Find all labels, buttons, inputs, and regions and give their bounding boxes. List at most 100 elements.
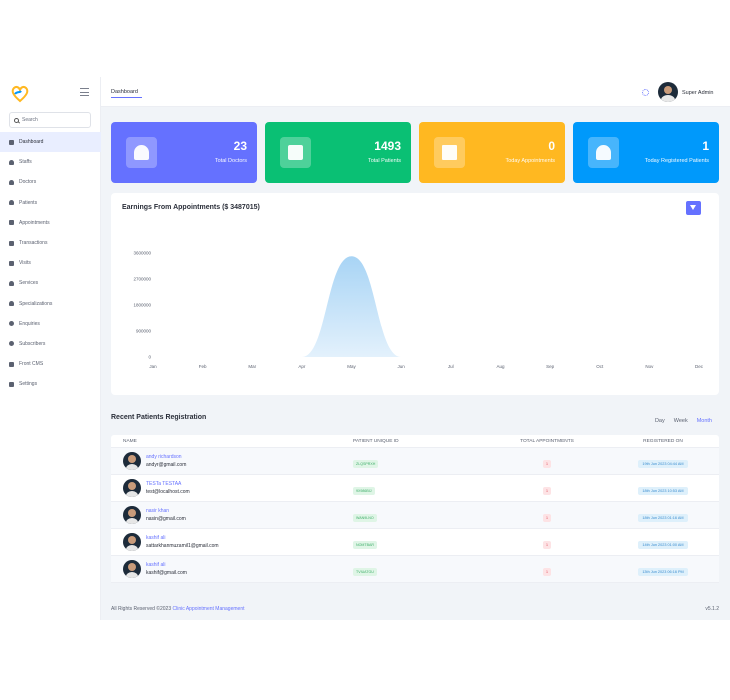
appointments-badge: 1: [542, 540, 552, 549]
sidebar-item-settings[interactable]: Settings: [0, 374, 101, 394]
dashboard-icon: [9, 139, 14, 145]
x-tick-label: May: [347, 364, 356, 369]
y-tick-label: 2700000: [133, 277, 151, 282]
footer: All Rights Reserved ©2023 Clinic Appoint…: [111, 606, 719, 612]
patient-cell: TESTa TESTAA test@localhost.com: [111, 479, 337, 497]
sidebar-item-front-cms[interactable]: Front CMS: [0, 354, 101, 374]
sidebar-item-services[interactable]: Services: [0, 273, 101, 293]
logo-icon[interactable]: [9, 82, 31, 104]
sidebar-item-dashboard[interactable]: Dashboard: [0, 132, 101, 153]
doctor-card-icon: [126, 137, 157, 168]
registered-cell: 18th Jun 2023 10:53 AM: [607, 479, 719, 497]
patient-name-link[interactable]: kashif ali: [146, 535, 166, 541]
avatar[interactable]: [123, 533, 141, 551]
appointments-cell: 1: [487, 479, 607, 497]
bed-icon: [9, 260, 14, 266]
bell-icon: [9, 341, 14, 347]
table-row: kashif ali sattarkhanmuzamil1@gmail.com NO…: [111, 529, 719, 556]
registered-badge: 18th Jun 2023 10:53 AM: [638, 487, 688, 495]
registered-badge: 18th Jun 2023 01:16 AM: [638, 514, 688, 522]
col-header-name[interactable]: NAME: [123, 438, 137, 444]
x-tick-label: Mar: [248, 364, 256, 369]
patient-id-cell: TVIUATGU: [337, 560, 487, 578]
user-name[interactable]: Super Admin: [682, 90, 714, 96]
patient-name-link[interactable]: kashif ali: [146, 562, 166, 568]
gear-icon[interactable]: [642, 89, 649, 96]
y-tick-label: 0: [148, 355, 151, 360]
recent-title: Recent Patients Registration: [111, 414, 207, 421]
calendar-card-icon: [434, 137, 465, 168]
card-value: 1493: [374, 139, 401, 153]
avatar[interactable]: [123, 560, 141, 578]
patient-email: nasin@gmail.com: [146, 516, 186, 522]
appointments-badge: 1: [542, 486, 552, 495]
appointments-badge: 1: [542, 567, 552, 576]
patient-info: kashif ali sattarkhanmuzamil1@gmail.com: [146, 534, 219, 550]
card-value: 0: [548, 139, 555, 153]
patient-id-badge: 9X986BIJ: [353, 487, 375, 495]
col-header-id[interactable]: PATIENT UNIQUE ID: [353, 438, 399, 444]
patient-cell: kashif ali kashif@gmail.com: [111, 560, 337, 578]
sidebar-item-visits[interactable]: Visits: [0, 253, 101, 273]
earnings-area-series[interactable]: [153, 256, 699, 357]
appointments-cell: 1: [487, 506, 607, 524]
patient-card-icon: [280, 137, 311, 168]
table-row: nasir khan nasin@gmail.com WAN9LNO 1 18th Ju…: [111, 502, 719, 529]
recent-patients-table: NAME PATIENT UNIQUE ID TOTAL APPOINTMENT…: [111, 435, 719, 583]
card-label: Today Appointments: [505, 158, 555, 164]
menu-toggle-icon[interactable]: [80, 88, 89, 96]
registered-patient-card-icon: [588, 137, 619, 168]
appointments-cell: 1: [487, 560, 607, 578]
breadcrumb[interactable]: Dashboard: [111, 89, 138, 95]
sidebar-search-input[interactable]: Search: [9, 112, 91, 128]
appointments-badge: 1: [542, 513, 552, 522]
patient-name-link[interactable]: andy richardson: [146, 454, 182, 460]
tab-week[interactable]: Week: [673, 418, 688, 424]
patient-email: sattarkhanmuzamil1@gmail.com: [146, 543, 219, 549]
user-avatar[interactable]: [658, 82, 678, 102]
registered-badge: 14th Jun 2023 01:00 AM: [638, 541, 688, 549]
sidebar-item-appointments[interactable]: Appointments: [0, 213, 101, 233]
y-tick-label: 900000: [136, 329, 152, 334]
table-row: kashif ali kashif@gmail.com TVIUATGU 1 13th …: [111, 556, 719, 583]
staffs-icon: [9, 159, 14, 165]
sidebar-item-staffs[interactable]: Staffs: [0, 152, 101, 172]
sidebar-item-doctors[interactable]: Doctors: [0, 172, 101, 192]
patient-id-badge: TVIUATGU: [353, 568, 377, 576]
doctor-icon: [9, 179, 14, 185]
card-today-appointments: 0 Today Appointments: [419, 122, 565, 183]
question-icon: [9, 321, 14, 327]
avatar[interactable]: [123, 452, 141, 470]
sidebar-item-transactions[interactable]: Transactions: [0, 233, 101, 253]
col-header-appointments[interactable]: TOTAL APPOINTMENTS: [520, 438, 574, 444]
patient-cell: nasir khan nasin@gmail.com: [111, 506, 337, 524]
tab-month[interactable]: Month: [696, 418, 712, 424]
card-label: Total Patients: [367, 158, 401, 164]
filter-button[interactable]: [686, 201, 701, 215]
avatar[interactable]: [123, 506, 141, 524]
avatar[interactable]: [123, 479, 141, 497]
patient-info: nasir khan nasin@gmail.com: [146, 507, 186, 523]
tab-day[interactable]: Day: [654, 418, 665, 424]
sidebar: Search Dashboard Staffs Doctors Patients…: [0, 77, 101, 620]
patient-info: kashif ali kashif@gmail.com: [146, 561, 187, 577]
x-tick-label: Nov: [645, 364, 654, 369]
y-tick-label: 3600000: [133, 251, 151, 256]
list-icon: [9, 361, 14, 367]
col-header-registered[interactable]: REGISTERED ON: [643, 438, 683, 444]
footer-link[interactable]: Clinic Appointment Management: [172, 606, 245, 612]
patient-name-link[interactable]: TESTa TESTAA: [146, 481, 182, 487]
sidebar-item-specializations[interactable]: Specializations: [0, 294, 101, 314]
registered-badge: 19th Jun 2023 04:44 AM: [638, 460, 688, 468]
y-tick-label: 1800000: [133, 303, 151, 308]
patient-name-link[interactable]: nasir khan: [146, 508, 170, 514]
patient-id-badge: ZLQSPRXH: [353, 460, 379, 468]
x-tick-label: Jul: [448, 364, 454, 369]
patient-id-cell: ZLQSPRXH: [337, 452, 487, 470]
sidebar-item-patients[interactable]: Patients: [0, 193, 101, 213]
app-version: v5.1.2: [705, 606, 719, 612]
earnings-chart: 3600000 2700000 1800000 900000 0 Jan Feb Mar Apr…: [133, 251, 703, 370]
sidebar-item-subscribers[interactable]: Subscribers: [0, 334, 101, 354]
sidebar-item-enquiries[interactable]: Enquiries: [0, 314, 101, 334]
earnings-title: Earnings From Appointments ($ 3487015): [122, 204, 260, 211]
